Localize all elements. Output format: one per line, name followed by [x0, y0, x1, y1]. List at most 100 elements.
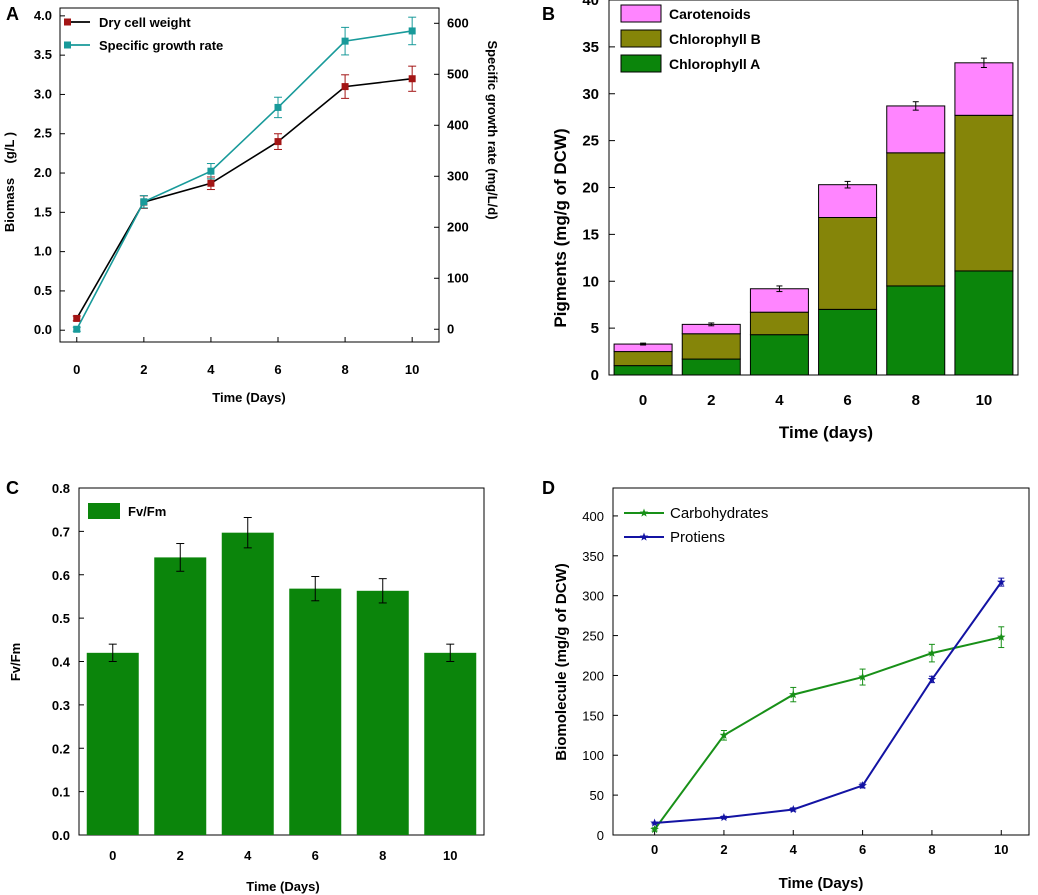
legend-label: Chlorophyll A: [669, 56, 760, 72]
y-tick-label: 5: [591, 320, 599, 337]
legend-label: Chlorophyll B: [669, 31, 761, 47]
panel-c-letter: C: [6, 478, 19, 498]
y-tick-label: 2.5: [34, 126, 52, 141]
x-tick-label: 6: [274, 362, 281, 377]
panel-c-y-axis-label: Fv/Fm: [8, 643, 23, 681]
series-line: [653, 636, 1002, 831]
panel-a-x-axis-label: Time (Days): [212, 390, 285, 405]
legend-marker: [64, 41, 71, 49]
data-point: [997, 577, 1006, 586]
legend-swatch: [620, 54, 662, 73]
legend-label: Carbohydrates: [670, 505, 768, 522]
x-tick-label: 0: [639, 392, 647, 409]
panel-a-chart: 0.00.51.01.52.02.53.03.54.00100200300400…: [2, 7, 500, 405]
legend-marker: [64, 18, 71, 26]
y-tick-label: 0.4: [52, 655, 71, 670]
bar: [86, 652, 139, 835]
data-point: [858, 781, 867, 790]
bar-segment: [886, 285, 946, 376]
x-tick-label: 2: [720, 842, 727, 857]
bar-segment: [954, 114, 1014, 272]
bar-segment: [886, 105, 946, 154]
y-tick-label: 100: [582, 748, 604, 763]
y-tick-label: 20: [582, 180, 599, 197]
legend-swatch: [88, 503, 120, 519]
panel-c-chart: 0.0 0.1 0.2 0.3 0.4 0.5 0.6 0.7 0.8 0 2 4 6 8 10 Time …: [8, 481, 485, 894]
y-tick-label: 50: [590, 788, 604, 803]
y-tick-label: 0.7: [52, 524, 70, 539]
bar: [424, 652, 477, 835]
y-tick-label: 4.0: [34, 8, 52, 23]
y-tick-label: 0.3: [52, 698, 70, 713]
x-tick-label: 10: [443, 848, 457, 863]
bar: [221, 532, 274, 835]
panel-d-x-axis-label: Time (Days): [779, 875, 864, 892]
panel-c-legend: Fv/Fm: [88, 503, 166, 519]
y-tick-label: 15: [582, 226, 599, 243]
bar-segment: [681, 333, 741, 360]
x-tick-label: 8: [379, 848, 386, 863]
panel-b-x-axis-label: Time (days): [779, 423, 873, 442]
y-tick-label: 200: [582, 668, 604, 683]
legend-swatch: [620, 29, 662, 48]
y-tick-label: 0.5: [52, 611, 70, 626]
x-tick-label: 10: [405, 362, 419, 377]
data-point: [650, 824, 659, 834]
x-tick-label: 8: [341, 362, 348, 377]
x-tick-label: 10: [976, 392, 993, 409]
data-point: [140, 198, 148, 206]
bar-segment: [818, 217, 878, 310]
data-point: [274, 138, 282, 146]
y-tick-label: 3.5: [34, 47, 52, 62]
legend-label: Protiens: [670, 529, 725, 546]
data-point: [650, 818, 659, 827]
legend-label: Dry cell weight: [99, 15, 191, 30]
panel-d-frame: [612, 487, 1030, 836]
y2-tick-label: 300: [447, 168, 469, 183]
y2-tick-label: 200: [447, 219, 469, 234]
y-tick-label: 0.0: [34, 322, 52, 337]
bar-segment: [749, 288, 809, 313]
data-point: [408, 75, 416, 83]
bar-segment: [681, 358, 741, 376]
y-tick-label: 150: [582, 708, 604, 723]
bar-segment: [613, 365, 673, 376]
y2-tick-label: 0: [447, 321, 454, 336]
y-tick-label: 30: [582, 86, 599, 103]
x-tick-label: 2: [707, 392, 715, 409]
y-tick-label: 0: [591, 367, 599, 384]
y2-tick-label: 100: [447, 270, 469, 285]
y-tick-label: 35: [582, 39, 599, 56]
data-point: [858, 672, 867, 681]
panel-b-y-axis-label: Pigments (mg/g of DCW): [551, 128, 570, 327]
legend-label: Fv/Fm: [128, 504, 166, 519]
panel-c-x-axis-label: Time (Days): [246, 879, 319, 894]
bar-segment: [818, 308, 878, 376]
x-tick-label: 2: [177, 848, 184, 863]
legend-label: Carotenoids: [669, 6, 751, 22]
series-line: [76, 30, 413, 330]
x-tick-label: 8: [912, 392, 920, 409]
y-tick-label: 250: [582, 629, 604, 644]
y2-tick-label: 600: [447, 15, 469, 30]
panel-d-chart: 0 50 100 150 200 250 300 350 400 0 2 4 6 8 10 Time (Da…: [553, 487, 1030, 892]
data-point: [207, 167, 215, 175]
y-tick-label: 0.5: [34, 283, 52, 298]
data-point: [789, 805, 798, 814]
data-point: [341, 83, 349, 91]
bar-segment: [954, 270, 1014, 376]
y-tick-label: 0.2: [52, 741, 70, 756]
bar: [154, 557, 207, 835]
panel-b-letter: B: [542, 4, 555, 24]
data-point: [341, 37, 349, 45]
bar-segment: [954, 62, 1014, 116]
y-tick-label: 0.6: [52, 568, 70, 583]
panel-a-right-axis-label: Specific growth rate (mg/L/d): [485, 40, 500, 219]
y-tick-label: 0: [597, 828, 604, 843]
x-tick-label: 4: [244, 848, 252, 863]
y2-tick-label: 500: [447, 66, 469, 81]
panel-a-letter: A: [6, 4, 19, 24]
x-tick-label: 2: [140, 362, 147, 377]
y2-tick-label: 400: [447, 117, 469, 132]
legend-marker: [639, 532, 649, 541]
